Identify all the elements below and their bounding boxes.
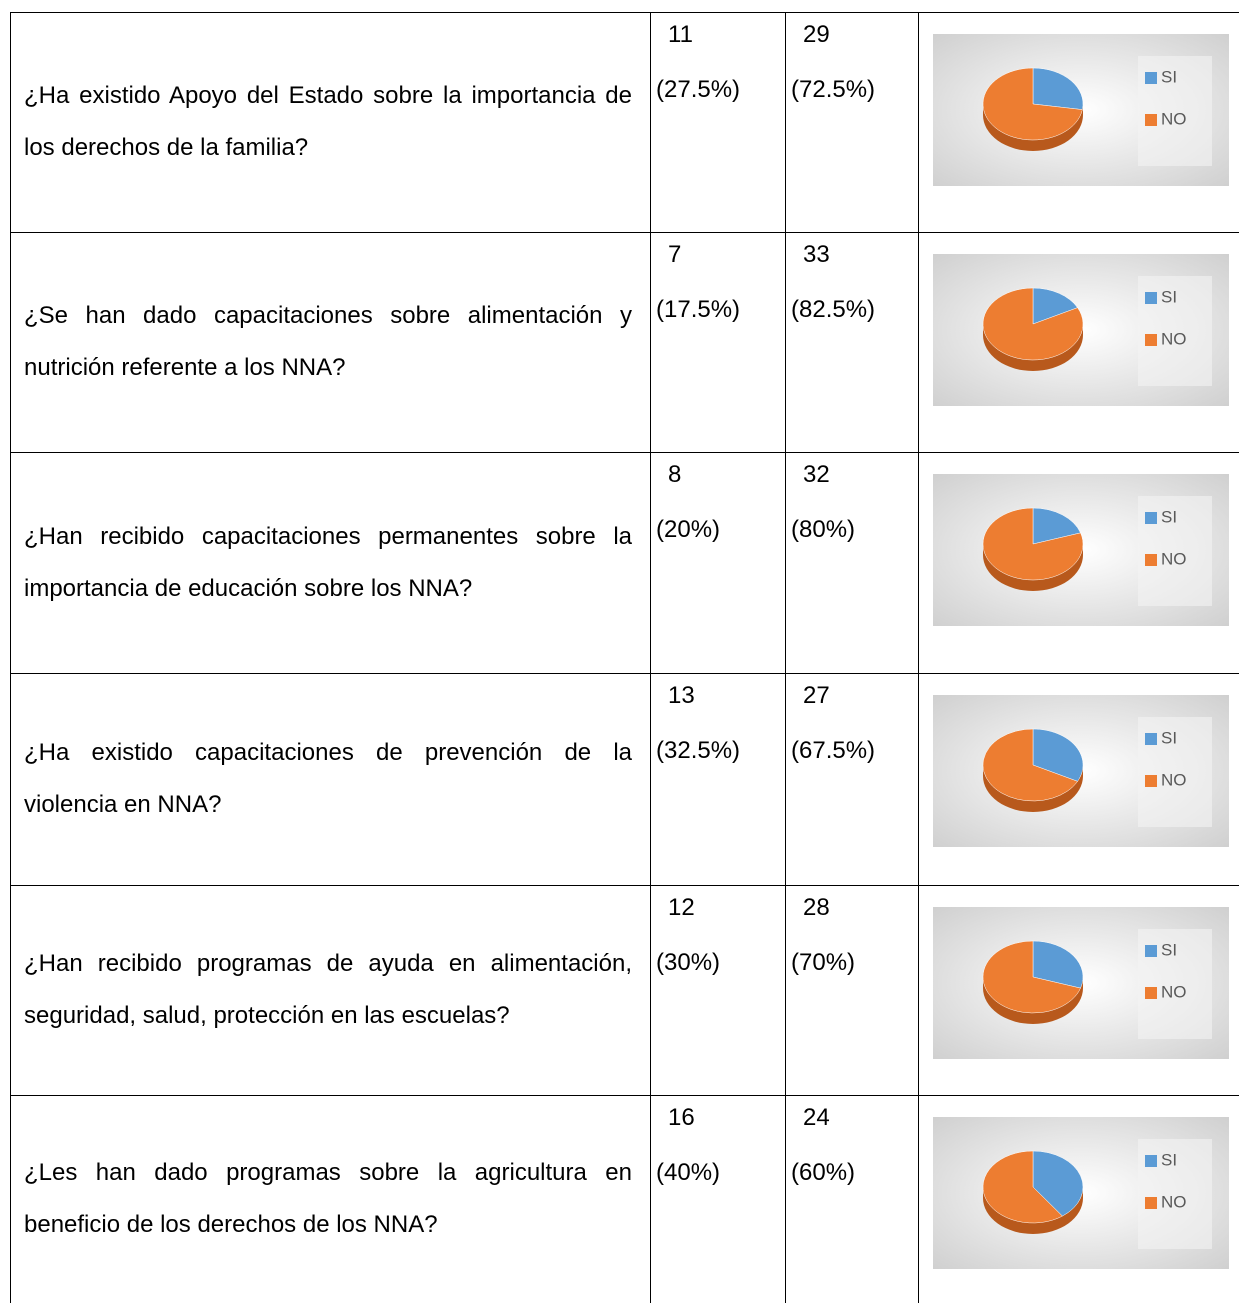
pie-chart: SI NO [933,254,1229,406]
pie-slice [1032,1150,1084,1217]
pie-slice [1032,507,1081,545]
question-cell: ¿Ha existido Apoyo del Estado sobre la i… [24,14,632,230]
pie-chart: SI NO [933,34,1229,186]
legend-label: SI [1161,940,1177,959]
percent: (72.5%) [791,76,876,103]
column-border [650,12,651,1303]
pie-slice [982,1150,1063,1224]
pie-slice [1032,940,1084,989]
count: 12 [668,894,695,921]
percent: (20%) [656,516,721,543]
count: 29 [803,21,830,48]
legend-swatch [1145,987,1157,999]
pie-chart: SI NO [933,474,1229,626]
question-text: ¿Han recibido programas de ayuda en alim… [24,950,632,1029]
pie-slice [1032,728,1084,782]
count: 13 [668,682,695,709]
percent: (32.5%) [656,737,741,764]
percent: (27.5%) [656,76,741,103]
pie-slice [982,507,1084,581]
pie-slice [1032,67,1084,110]
legend-swatch [1145,554,1157,566]
legend-swatch [1145,512,1157,524]
legend-label: NO [1161,109,1187,128]
pie-chart: SI NO [933,695,1229,847]
legend-label: SI [1161,67,1177,86]
pie-chart: SI NO [933,1117,1229,1269]
legend-label: NO [1161,549,1187,568]
question-cell: ¿Ha existido capacitaciones de prevenció… [24,675,632,883]
legend-label: SI [1161,728,1177,747]
row-border [10,673,1239,674]
column-border [918,12,919,1303]
count: 16 [668,1104,695,1131]
row-border [10,12,1239,13]
count: 11 [668,21,693,48]
percent: (17.5%) [656,296,741,323]
pie-slice [1032,287,1078,325]
question-text: ¿Ha existido capacitaciones de prevenció… [24,739,632,818]
count: 32 [803,461,830,488]
percent: (30%) [656,949,721,976]
row-border [10,232,1239,233]
count: 24 [803,1104,830,1131]
count: 33 [803,241,830,268]
row-border [10,452,1239,453]
legend-swatch [1145,1155,1157,1167]
legend-swatch [1145,114,1157,126]
pie-slice [982,940,1081,1014]
legend-swatch [1145,733,1157,745]
percent: (70%) [791,949,856,976]
legend-swatch [1145,72,1157,84]
percent: (40%) [656,1159,721,1186]
percent: (67.5%) [791,737,876,764]
pie-slice [982,67,1083,141]
question-text: ¿Ha existido Apoyo del Estado sobre la i… [24,82,632,161]
question-cell: ¿Se han dado capacitaciones sobre alimen… [24,234,632,450]
percent: (60%) [791,1159,856,1186]
legend-label: NO [1161,1192,1187,1211]
count: 27 [803,682,830,709]
question-text: ¿Les han dado programas sobre la agricul… [24,1159,632,1238]
pie-slice [982,728,1078,802]
legend-swatch [1145,775,1157,787]
legend-label: SI [1161,287,1177,306]
percent: (82.5%) [791,296,876,323]
legend-label: NO [1161,982,1187,1001]
percent: (80%) [791,516,856,543]
legend-label: SI [1161,1150,1177,1169]
legend-label: NO [1161,770,1187,789]
count: 8 [668,461,682,488]
legend-label: NO [1161,329,1187,348]
legend-swatch [1145,334,1157,346]
legend-swatch [1145,945,1157,957]
legend-label: SI [1161,507,1177,526]
pie-chart: SI NO [933,907,1229,1059]
pie-slice [982,287,1084,361]
column-border [10,12,11,1303]
column-border [785,12,786,1303]
legend-swatch [1145,292,1157,304]
count: 28 [803,894,830,921]
question-cell: ¿Han recibido programas de ayuda en alim… [24,887,632,1093]
question-text: ¿Se han dado capacitaciones sobre alimen… [24,302,632,381]
row-border [10,1095,1239,1096]
question-cell: ¿Les han dado programas sobre la agricul… [24,1097,632,1301]
row-border [10,885,1239,886]
question-cell: ¿Han recibido capacitaciones permanentes… [24,454,632,671]
count: 7 [668,241,682,268]
legend-swatch [1145,1197,1157,1209]
question-text: ¿Han recibido capacitaciones permanentes… [24,522,632,602]
